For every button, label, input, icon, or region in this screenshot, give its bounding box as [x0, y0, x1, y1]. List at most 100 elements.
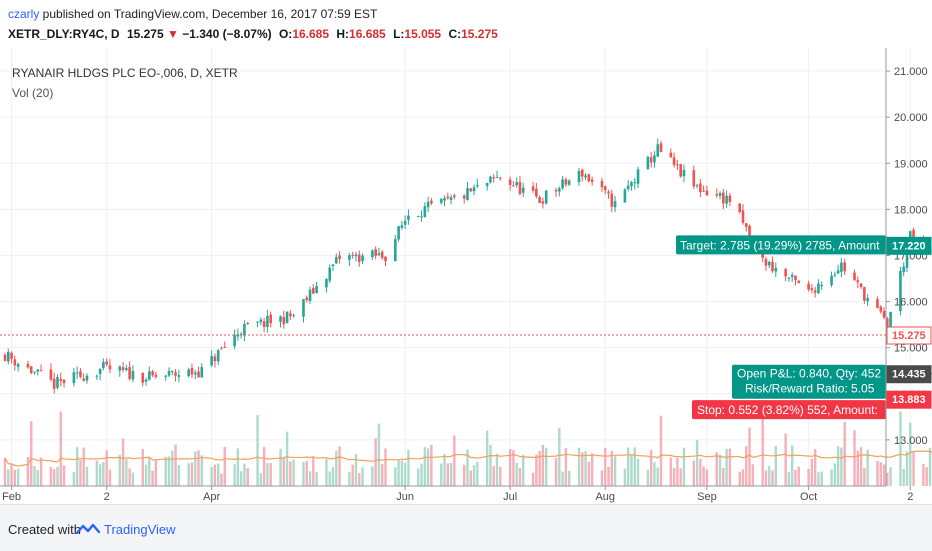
candle-body [191, 368, 194, 374]
candle-body [194, 373, 197, 375]
volume-bar [765, 470, 767, 486]
candle-body [102, 362, 105, 368]
volume-bar [187, 463, 189, 486]
candle-body [748, 226, 751, 237]
symbol-name[interactable]: XETR_DLY:RY4C, D [8, 27, 120, 41]
candle-body [591, 180, 594, 182]
candle-body [355, 254, 358, 256]
candle-body [289, 313, 292, 316]
volume-bar [499, 467, 501, 486]
volume-bar [401, 460, 403, 486]
volume-bar [329, 471, 331, 486]
candle-body [63, 380, 66, 384]
volume-bar [591, 453, 593, 486]
volume-bar [73, 472, 75, 486]
volume-bar [860, 447, 862, 486]
volume-bar [601, 470, 603, 486]
volume-bar [925, 467, 927, 486]
candle-body [883, 311, 886, 317]
volume-bar [450, 463, 452, 486]
volume-bar [220, 474, 222, 486]
candle-body [702, 191, 705, 192]
price-axis-label: 16.000 [894, 297, 928, 309]
candle-body [417, 216, 420, 217]
candle-body [17, 364, 20, 367]
candlestick-chart[interactable]: Target: 2.785 (19.29%) 2785, AmountStop:… [0, 48, 932, 504]
volume-bar [240, 471, 242, 486]
candle-body [555, 190, 558, 191]
candle-body [601, 181, 604, 187]
time-axis-label: Aug [595, 491, 615, 503]
time-axis-label: Apr [203, 491, 220, 503]
volume-bar [614, 456, 616, 486]
volume-bar [676, 458, 678, 486]
candle-body [889, 312, 892, 327]
candle-body [633, 182, 636, 183]
candle-body [128, 367, 131, 379]
volume-bar [214, 465, 216, 486]
candle-body [775, 268, 778, 272]
candle-body [860, 283, 863, 287]
volume-bar [151, 471, 153, 486]
volume-bar [132, 473, 134, 486]
volume-bar [840, 448, 842, 486]
candle-body [315, 286, 318, 293]
candle-body [178, 375, 181, 377]
tradingview-brand-link[interactable]: TradingView [104, 522, 176, 537]
chart-header: czarly published on TradingView.com, Dec… [0, 0, 932, 48]
volume-indicator-title[interactable]: Vol (20) [12, 86, 53, 100]
candle-body [151, 371, 154, 375]
candle-body [76, 372, 79, 373]
candle-body [283, 317, 286, 324]
volume-bar [430, 445, 432, 486]
candle-body [745, 223, 748, 227]
volume-bar [555, 458, 557, 486]
candle-body [512, 186, 515, 187]
candle-body [59, 379, 62, 381]
candle-body [624, 189, 627, 202]
tradingview-logo-icon [76, 521, 100, 537]
volume-bar [371, 466, 373, 486]
volume-bar [653, 462, 655, 486]
published-text: published on TradingView.com, December 1… [39, 7, 377, 21]
time-axis-label: Jun [396, 491, 414, 503]
candle-body [630, 182, 633, 186]
candles [4, 139, 932, 394]
price-axis-label: 18.000 [894, 204, 928, 216]
candle-body [132, 371, 135, 379]
candle-body [168, 371, 171, 376]
candle-body [627, 186, 630, 189]
candle-body [351, 255, 354, 256]
price-change: −1.340 (−8.07%) [182, 27, 271, 41]
candle-body [266, 316, 269, 327]
volume-bar [679, 468, 681, 486]
volume-bar [748, 427, 750, 486]
author-link[interactable]: czarly [8, 7, 39, 21]
volume-bar [119, 455, 121, 486]
volume-bar [394, 467, 396, 486]
candle-body [217, 350, 220, 361]
volume-bar [315, 472, 317, 486]
volume-bar [427, 448, 429, 486]
candle-body [463, 196, 466, 199]
candle-body [302, 299, 305, 317]
grid-lines [0, 48, 932, 486]
volume-bar [165, 457, 167, 486]
candle-body [565, 179, 568, 184]
volume-bar [561, 472, 563, 486]
volume-bar [876, 461, 878, 486]
volume-bar [361, 467, 363, 486]
candle-body [50, 370, 53, 380]
candle-body [164, 376, 167, 377]
candle-body [397, 226, 400, 239]
candle-body [817, 284, 820, 293]
volume-bar [863, 468, 865, 486]
candle-body [450, 197, 453, 200]
candle-body [37, 370, 40, 372]
volume-bar [63, 466, 65, 486]
volume-bar [470, 470, 472, 486]
volume-bar [194, 452, 196, 486]
candle-body [309, 290, 312, 301]
volume-bar [355, 454, 357, 486]
